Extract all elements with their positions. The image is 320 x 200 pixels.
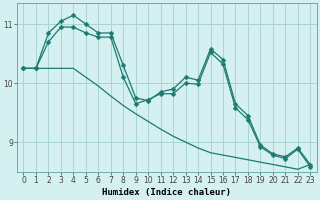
X-axis label: Humidex (Indice chaleur): Humidex (Indice chaleur) <box>102 188 231 197</box>
